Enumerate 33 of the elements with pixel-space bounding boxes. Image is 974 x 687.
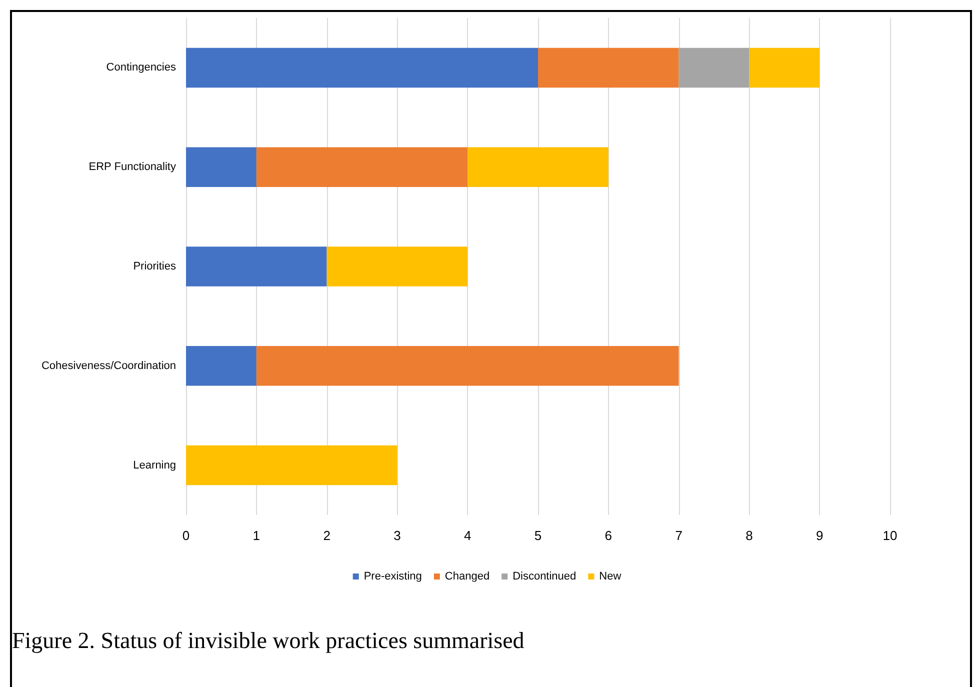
x-tick-label: 5 [534, 528, 542, 543]
legend-label: New [599, 570, 622, 582]
bar [186, 346, 256, 386]
x-tick-label: 8 [746, 528, 753, 543]
bar [186, 48, 538, 88]
legend-label: Discontinued [512, 570, 576, 582]
bar [186, 445, 398, 486]
x-tick-label: 10 [882, 528, 898, 543]
x-tick-label: 0 [182, 528, 190, 543]
caption: Figure 2. Status of invisible work practices summarised [12, 628, 524, 654]
bar [186, 147, 256, 187]
bar [538, 48, 679, 88]
legend-label: Pre-existing [364, 570, 422, 582]
bar [749, 48, 820, 88]
y-tick-label: Contingencies [106, 62, 176, 74]
y-tick-label: ERP Functionality [88, 161, 176, 174]
y-tick-label: Learning [133, 459, 176, 472]
legend-label: Changed [444, 570, 490, 582]
x-tick-label: 1 [252, 528, 260, 543]
bar [678, 48, 750, 88]
x-tick-label: 2 [323, 528, 330, 543]
bar [256, 147, 468, 187]
bar [326, 246, 468, 286]
x-tick-label: 4 [464, 528, 472, 543]
x-tick-label: 3 [394, 528, 401, 543]
x-tick-label: 6 [604, 528, 612, 543]
bar [186, 246, 327, 286]
y-tick-label: Priorities [133, 260, 176, 272]
y-tick-label: Cohesiveness/Coordination [41, 360, 176, 372]
x-tick-label: 9 [816, 528, 824, 543]
bar [468, 147, 608, 187]
bar [256, 346, 679, 386]
x-tick-label: 7 [675, 528, 682, 543]
